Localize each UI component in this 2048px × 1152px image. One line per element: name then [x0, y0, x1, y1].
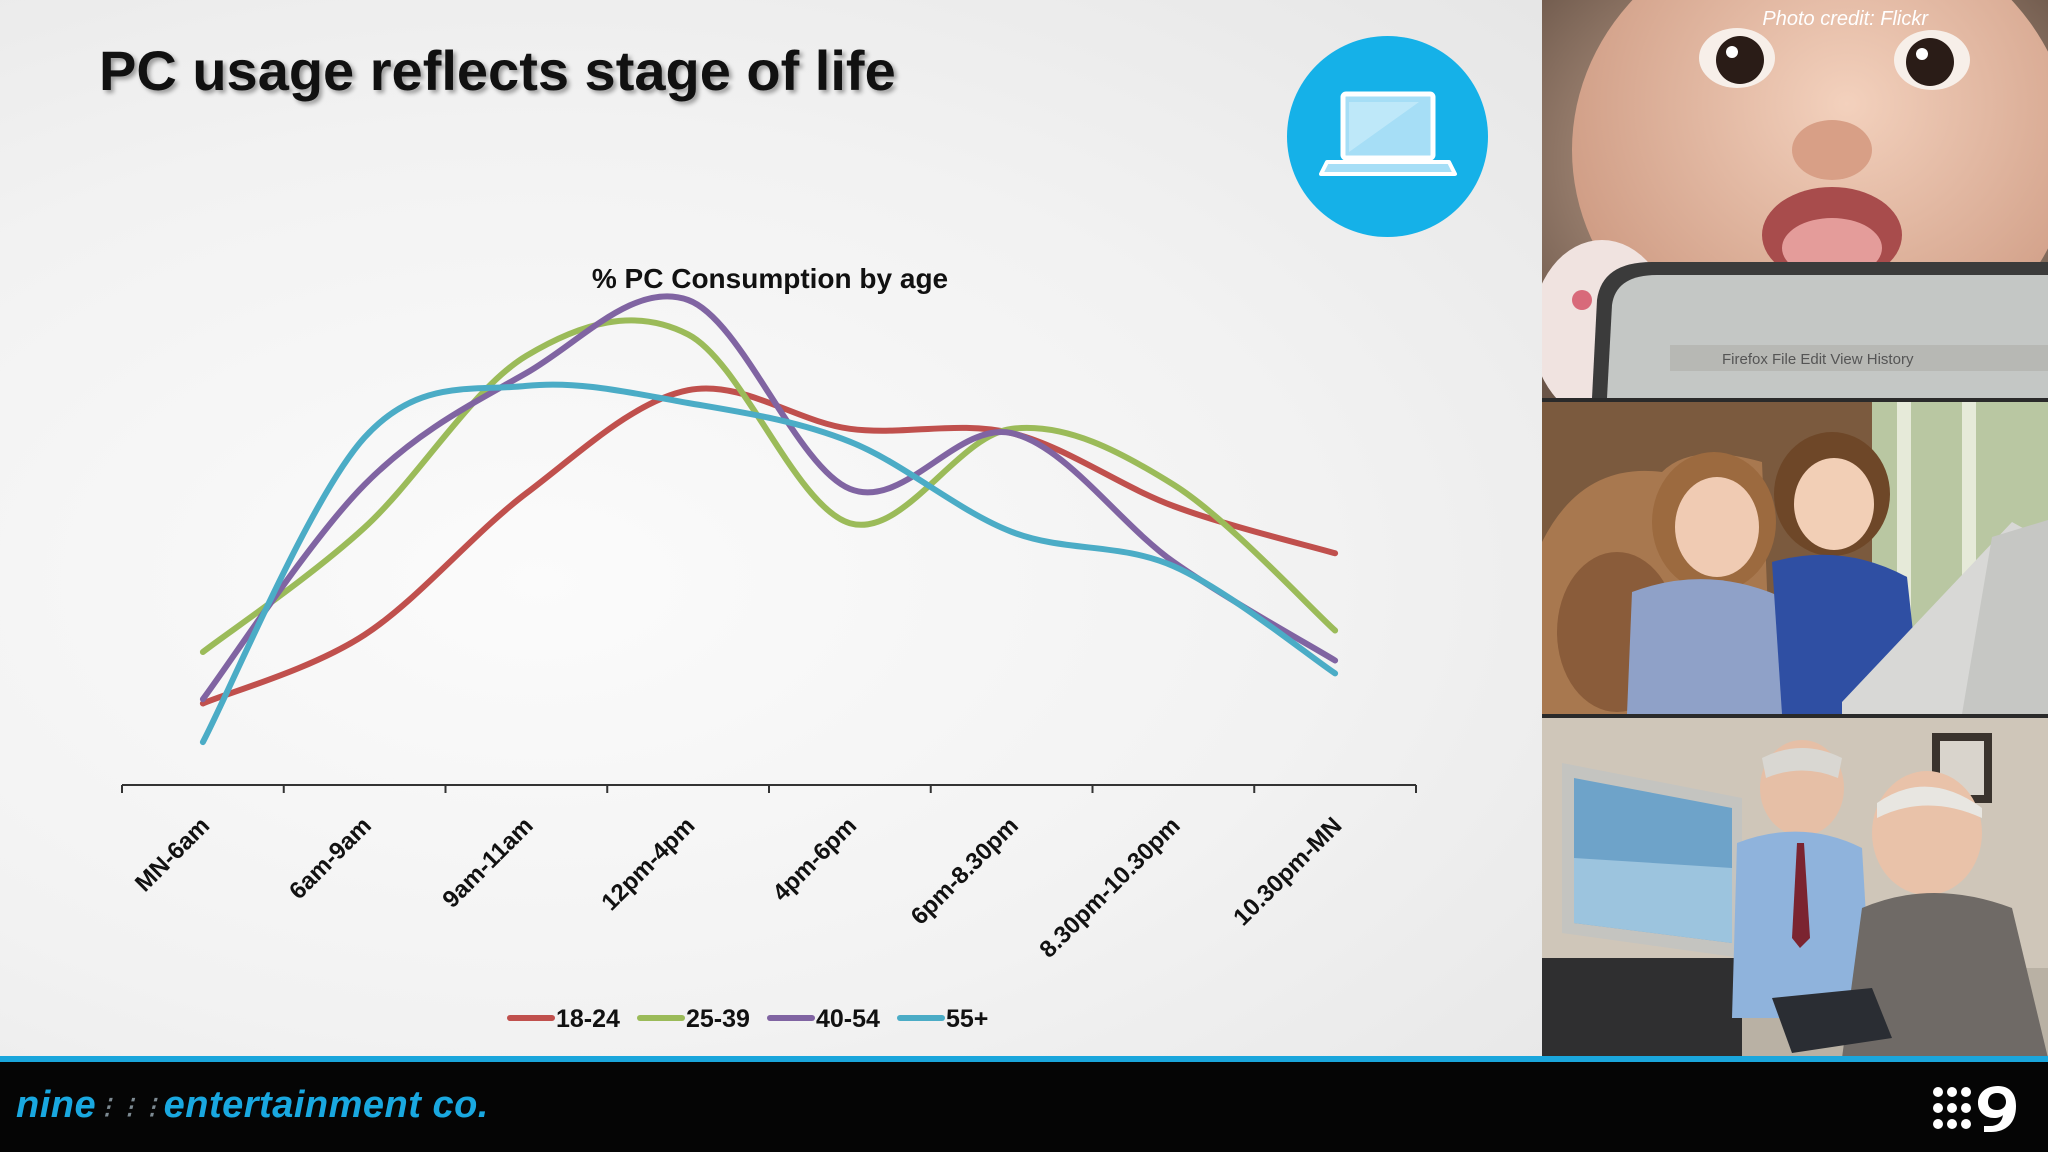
x-tick-label: 9am-11am: [437, 812, 538, 913]
x-tick-label: 10.30pm-MN: [1228, 812, 1347, 931]
x-tick-label: 12pm-4pm: [596, 812, 700, 916]
x-tick-label: 8.30pm-10.30pm: [1034, 812, 1185, 963]
legend-label: 55+: [946, 1005, 988, 1033]
x-tick-label: MN-6am: [130, 812, 215, 897]
x-tick-label: 6pm-8.30pm: [906, 812, 1024, 930]
legend-label: 18-24: [556, 1005, 620, 1033]
pc-consumption-chart: % PC Consumption by age MN-6am 6am-9am 9am…: [121, 263, 1417, 1033]
x-tick-label: 4pm-6pm: [768, 812, 863, 907]
nine-network-logo: [1933, 1086, 2016, 1132]
main-panel: [0, 0, 1542, 1058]
x-tick-label: 6am-9am: [284, 812, 377, 905]
accent-bar: [0, 1056, 2048, 1062]
series-line-40-54: [199, 293, 1339, 703]
seniors-at-computer-photo: [1542, 718, 2048, 1058]
brand-dots: ⋮⋮⋮: [96, 1093, 164, 1119]
series-line-25-39: [199, 317, 1339, 655]
laptop-icon: [1319, 91, 1457, 176]
photo-credit: Photo credit: Flickr: [1762, 8, 1928, 30]
nine-entertainment-logo: nine⋮⋮⋮entertainment co.: [16, 1084, 489, 1127]
photo-column: Firefox File Edit View History: [1542, 0, 2048, 1058]
brand-left: nine: [16, 1084, 97, 1126]
chart-title: % PC Consumption by age: [592, 263, 948, 294]
girls-with-laptop-photo: [1542, 402, 2048, 714]
chart-legend: 18-24 25-39 40-54 55+: [507, 1005, 988, 1033]
series-line-55+: [199, 381, 1339, 746]
series-lines: [199, 293, 1339, 746]
x-axis: [121, 784, 1417, 793]
laptop-badge: [1287, 36, 1488, 237]
brand-right: entertainment co.: [163, 1084, 489, 1126]
slide-title: PC usage reflects stage of life: [99, 39, 896, 102]
legend-label: 25-39: [686, 1005, 750, 1033]
baby-with-laptop-photo: Firefox File Edit View History: [1542, 0, 2048, 398]
footer: nine⋮⋮⋮entertainment co.: [0, 1062, 2048, 1152]
x-tick-labels: MN-6am 6am-9am 9am-11am 12pm-4pm 4pm-6pm 6pm-…: [130, 812, 1347, 963]
svg-text:Firefox File Edit View His: Firefox File Edit View History: [1722, 351, 1914, 368]
legend-label: 40-54: [816, 1005, 880, 1033]
